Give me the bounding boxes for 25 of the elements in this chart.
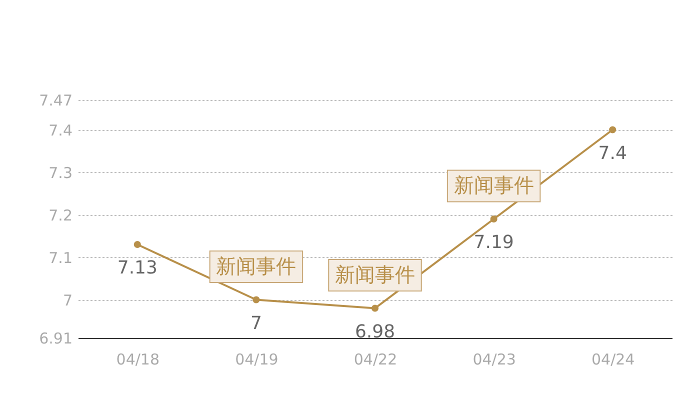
- y-tick-label: 7.1: [48, 248, 72, 267]
- y-tick-label: 6.91: [39, 330, 72, 348]
- data-label: 6.98: [354, 321, 396, 342]
- annotation: 新闻事件: [216, 254, 296, 278]
- data-label: 7.4: [598, 142, 627, 164]
- annotation: 新闻事件: [335, 262, 415, 286]
- x-tick-label: 04/24: [591, 350, 635, 368]
- data-label: 7.13: [117, 258, 158, 278]
- x-tick-label: 04/23: [472, 350, 516, 368]
- point: [371, 304, 379, 312]
- y-tick-label: 7: [62, 291, 72, 310]
- x-tick-label: 04/19: [235, 350, 278, 368]
- data-label: 7.19: [474, 232, 514, 253]
- x-tick-label: 04/22: [354, 350, 398, 368]
- y-tick-label: 7.3: [48, 164, 72, 182]
- point: [490, 215, 498, 223]
- y-tick-label: 7.2: [48, 206, 72, 224]
- annotation: 新闻事件: [454, 173, 534, 197]
- y-tick-label: 7.4: [48, 121, 72, 140]
- data-label: 7: [250, 312, 262, 334]
- point: [252, 296, 260, 304]
- point: [609, 126, 616, 134]
- y-tick-label: 7.47: [39, 92, 72, 110]
- x-tick-label: 04/18: [116, 350, 160, 368]
- point: [134, 240, 141, 248]
